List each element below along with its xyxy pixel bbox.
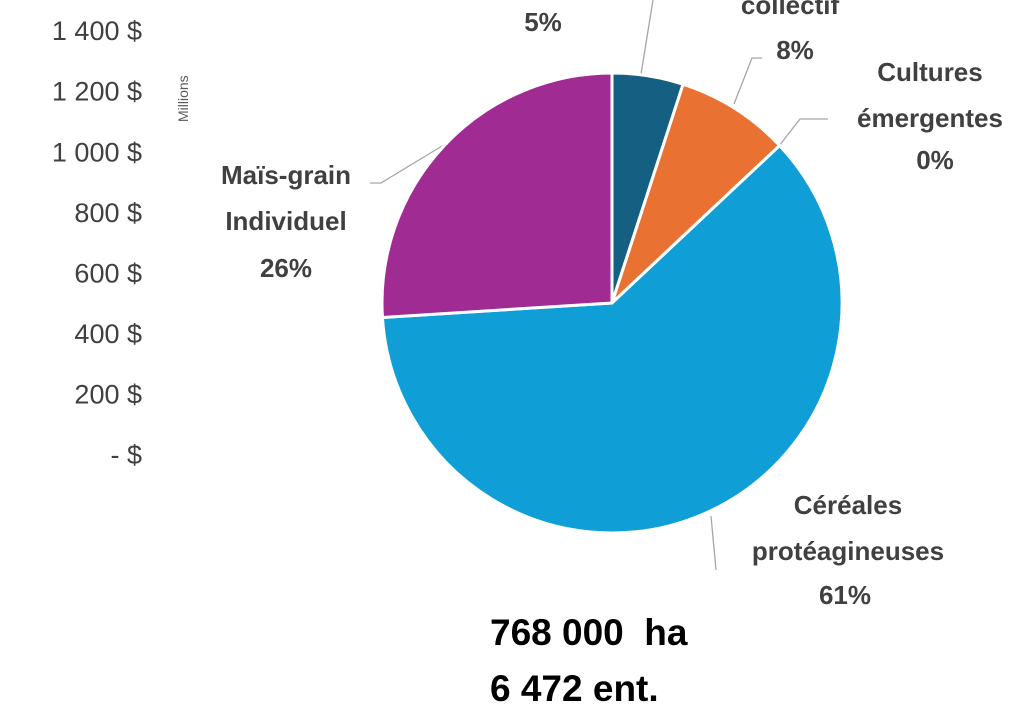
leader-line [640, 0, 654, 75]
y-tick-label: 200 $ [74, 380, 142, 410]
slice-value-label: 0% [916, 145, 954, 175]
leader-line [778, 118, 828, 147]
leader-line [733, 57, 762, 105]
pie-slice [610, 82, 782, 305]
annotation: 6 472 ent. [490, 668, 659, 704]
leader-lines [370, 0, 828, 571]
annotation: 768 000 ha [490, 612, 688, 653]
slice-value-label: 8% [776, 35, 814, 65]
slice-label: Maïs-grain Individuel [220, 160, 352, 236]
y-axis-label: Millions [175, 75, 191, 122]
leader-line [370, 142, 448, 184]
y-tick-label: 1 000 $ [52, 137, 142, 167]
slice-label: Céréales protéagineuses [751, 490, 945, 566]
y-tick-label: 400 $ [74, 319, 142, 349]
y-tick-label: 1 400 $ [52, 16, 142, 46]
slice-value-label: 5% [524, 7, 562, 37]
slice-label: Cultures émergentes [857, 57, 1003, 133]
pie-slice [380, 144, 844, 535]
y-tick-label: 600 $ [74, 258, 142, 288]
slice-label: collectif [740, 0, 840, 20]
y-tick-label: 1 200 $ [52, 77, 142, 107]
y-tick-label: 800 $ [74, 198, 142, 228]
pie-slice [380, 71, 614, 319]
slice-value-label: 61% [818, 580, 872, 610]
y-tick-label: - $ [110, 440, 142, 470]
leader-line [710, 515, 717, 571]
slice-value-label: 26% [259, 253, 313, 283]
